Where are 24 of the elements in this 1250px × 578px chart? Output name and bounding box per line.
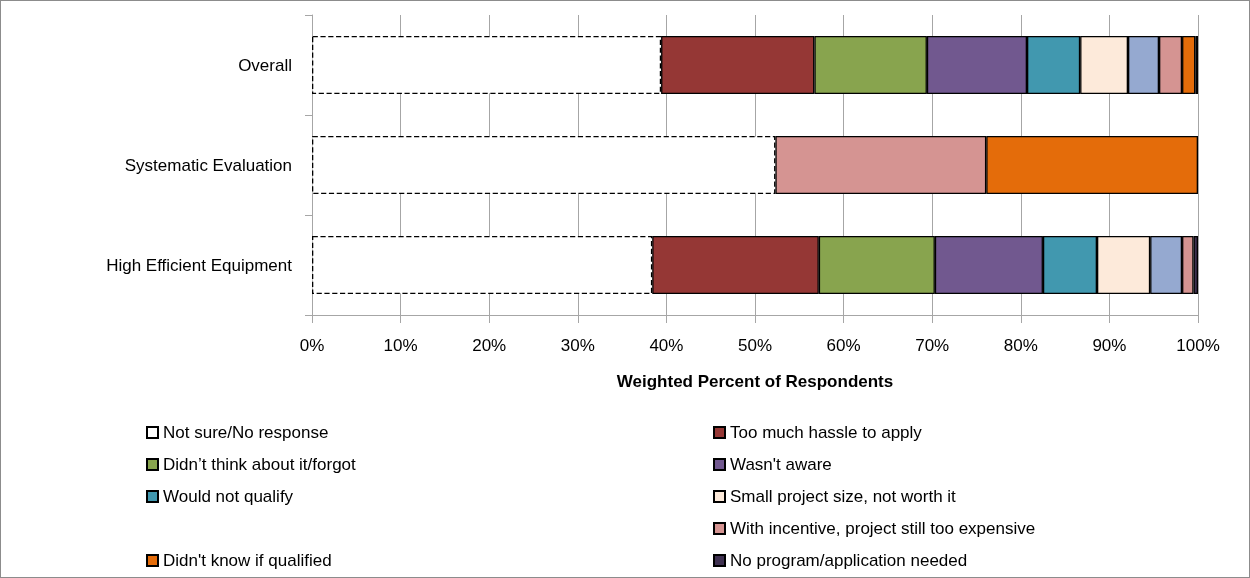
legend-label: Not sure/No response [163,423,329,442]
legend-label: With incentive, project still too expensive [730,519,1036,538]
y-tick-label: Systematic Evaluation [124,155,292,175]
x-tick-label: 60% [826,336,861,355]
legend-label: Didn't know if qualified [163,551,332,570]
x-tick-label: 20% [472,336,507,355]
legend-label: Too much hassle to apply [730,423,923,442]
legend-label: Would not qualify [163,487,294,506]
x-tick-label: 0% [299,336,325,355]
x-tick-label: 90% [1092,336,1127,355]
x-tick-label: 70% [915,336,950,355]
x-tick-label: 40% [649,336,684,355]
legend-label: No program/application needed [730,551,968,570]
y-tick-label: High Efficient Equipment [106,255,293,275]
x-tick-label: 80% [1003,336,1038,355]
legend-label: Didn’t think about it/forgot [163,455,357,474]
x-tick-label: 100% [1176,336,1220,355]
x-tick-label: 10% [383,336,418,355]
legend-label: Small project size, not worth it [730,487,957,506]
legend-label: Wasn't aware [730,455,832,474]
x-tick-label: 50% [737,336,773,355]
x-axis-title: Weighted Percent of Respondents [616,372,894,391]
y-tick-label: Overall [238,55,292,75]
x-tick-label: 30% [560,336,595,355]
